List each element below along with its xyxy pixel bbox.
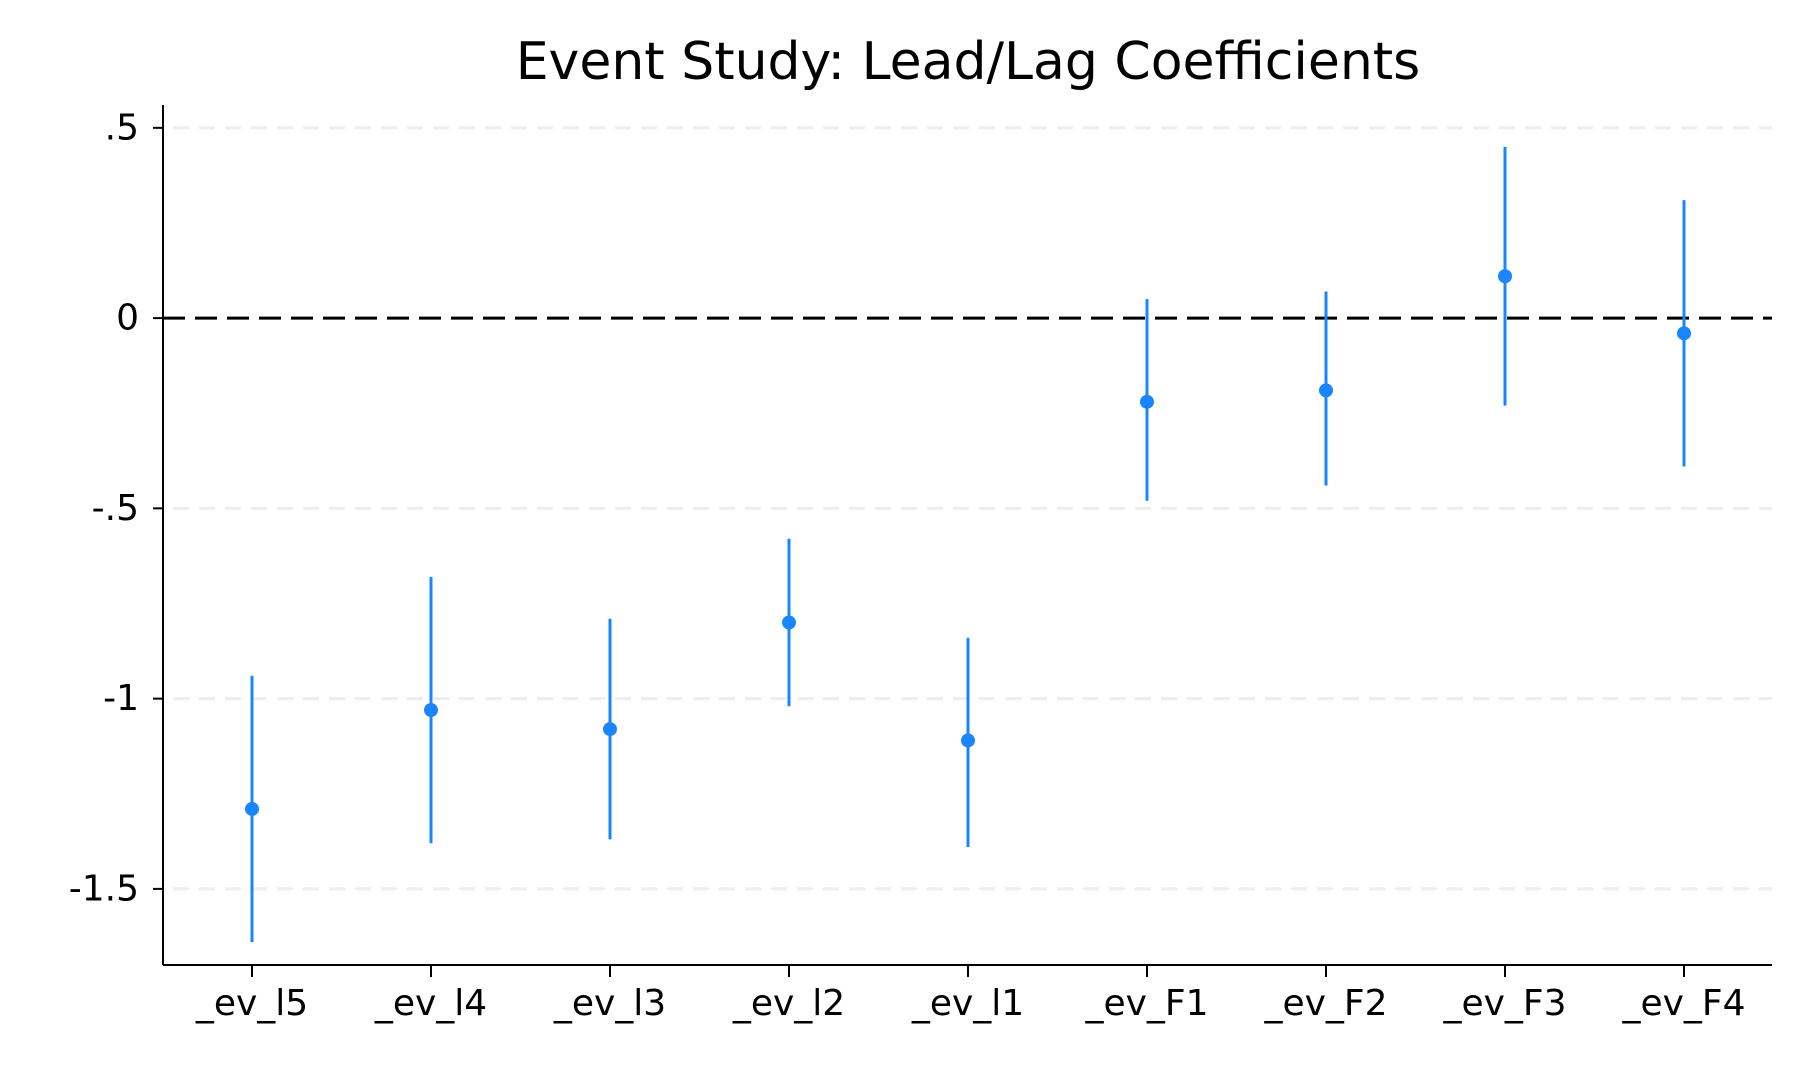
label-layer: .5 0 -.5 -1 -1.5 _ev_l5 _ev_l4 _ev_l3 _ev_l2 _ev_… xyxy=(69,107,1746,1024)
x-tick-label: _ev_F2 xyxy=(1263,983,1387,1024)
x-tick-label: _ev_F1 xyxy=(1084,983,1208,1024)
x-tick-label: _ev_l5 xyxy=(195,983,308,1024)
chart-title: Event Study: Lead/Lag Coefficients xyxy=(516,32,1421,92)
coefficient-point xyxy=(1319,383,1333,398)
coefficient-point xyxy=(424,703,438,718)
coefficient-point xyxy=(961,733,975,748)
y-tick-label: -1 xyxy=(103,678,139,719)
point-layer xyxy=(245,269,1691,816)
coefficient-point xyxy=(1140,394,1154,409)
coefficient-point xyxy=(603,722,617,737)
y-tick-label: -.5 xyxy=(92,488,139,529)
grid-layer xyxy=(173,126,1772,891)
y-tick-label: .5 xyxy=(105,107,139,148)
coefficient-point xyxy=(782,615,796,630)
coefficient-point xyxy=(245,801,259,816)
x-tick-label: _ev_F3 xyxy=(1442,983,1566,1024)
x-tick-label: _ev_F4 xyxy=(1621,983,1745,1024)
coefficient-point xyxy=(1498,269,1512,284)
x-tick-label: _ev_l4 xyxy=(374,983,487,1024)
y-tick-label: -1.5 xyxy=(69,868,139,909)
ci-layer xyxy=(250,146,1686,943)
x-tick-label: _ev_l1 xyxy=(911,983,1024,1024)
x-tick-label: _ev_l2 xyxy=(732,983,845,1024)
axis-layer xyxy=(153,105,1772,977)
y-tick-label: 0 xyxy=(116,298,139,339)
x-tick-label: _ev_l3 xyxy=(553,983,666,1024)
coefficient-point xyxy=(1677,326,1691,341)
